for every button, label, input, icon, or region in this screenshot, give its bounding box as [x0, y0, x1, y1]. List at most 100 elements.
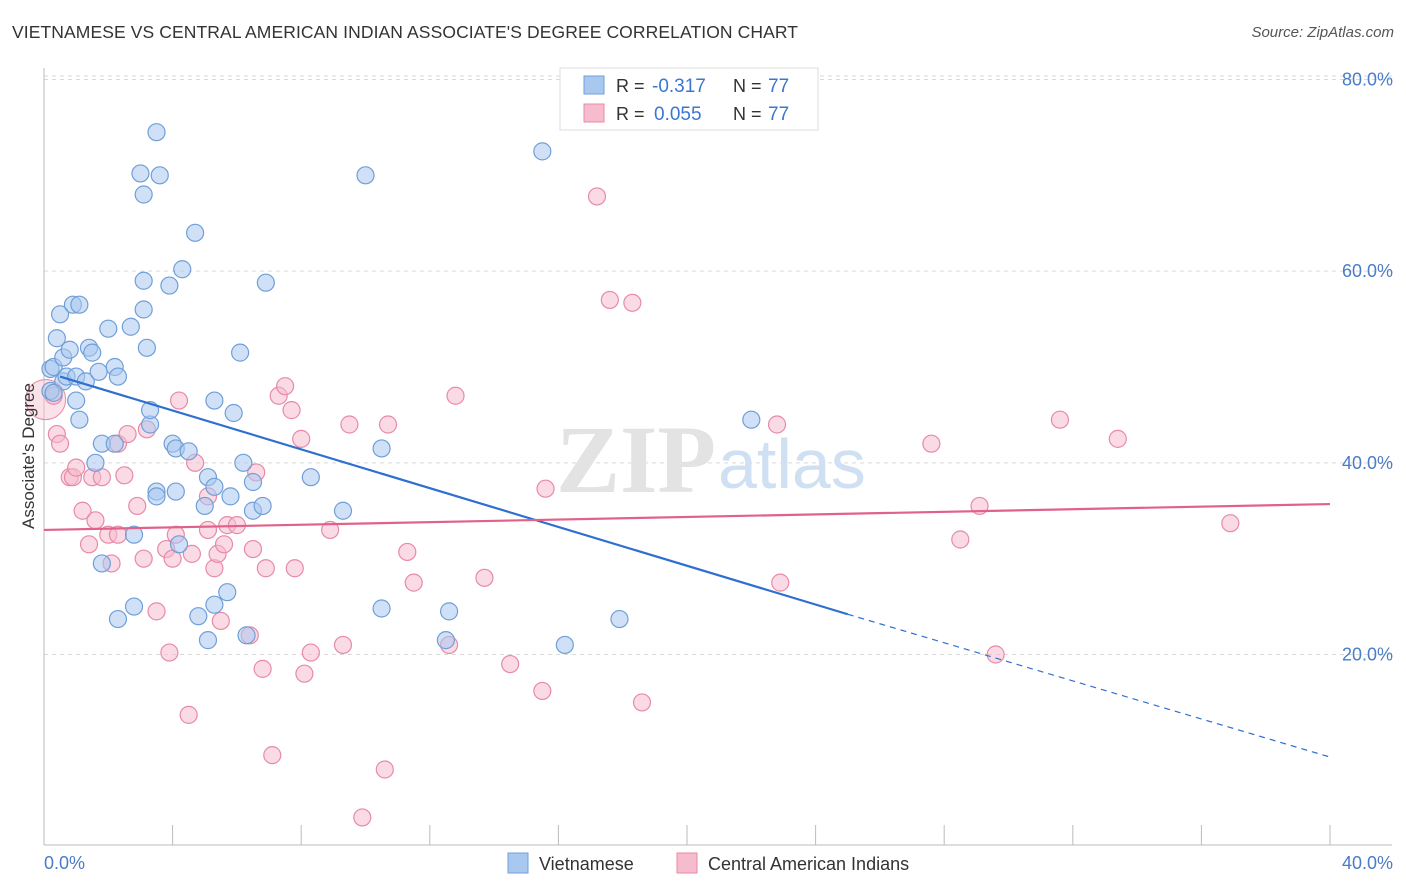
vietnamese-point-18 — [89, 362, 108, 381]
vietnamese-point-29 — [134, 271, 153, 290]
vietnamese-point-16 — [83, 343, 102, 362]
cai-point-45 — [282, 401, 301, 420]
cai-point-27 — [182, 544, 201, 563]
cai-point-62 — [533, 681, 552, 701]
vietnamese-point-43 — [169, 535, 189, 554]
vietnamese-point-61 — [243, 472, 263, 492]
chart-title: VIETNAMESE VS CENTRAL AMERICAN INDIAN AS… — [12, 22, 799, 42]
vietnamese-point-32 — [137, 338, 156, 357]
y-tick-label-20: 20.0% — [1342, 645, 1393, 665]
vietnamese-point-56 — [224, 403, 243, 423]
vietnamese-point-67 — [372, 439, 391, 458]
legend-label-cai: Central American Indians — [708, 854, 909, 874]
cai-point-9 — [86, 511, 105, 530]
stats-r-label-cai: R = — [616, 104, 645, 124]
vietnamese-point-31 — [134, 300, 153, 319]
cai-point-75 — [1108, 429, 1127, 448]
vietnamese-point-28 — [124, 597, 144, 616]
stats-r-value-vietnamese: -0.317 — [652, 76, 706, 97]
vietnamese-point-66 — [356, 166, 375, 185]
vietnamese-point-68 — [372, 599, 391, 618]
cai-point-48 — [295, 664, 314, 683]
cai-point-7 — [79, 535, 99, 554]
vietnamese-point-48 — [195, 496, 214, 516]
cai-point-38 — [243, 539, 263, 559]
y-tick-label-80: 80.0% — [1342, 70, 1393, 90]
legend-swatch-vietnamese — [507, 852, 529, 874]
stats-swatch-cai — [583, 103, 605, 123]
cai-point-42 — [263, 746, 282, 765]
vietnamese-point-73 — [610, 609, 629, 629]
y-tick-labels: 20.0% 40.0% 60.0% 80.0% — [1342, 70, 1393, 665]
vietnamese-point-63 — [256, 273, 275, 292]
vietnamese-point-4 — [50, 305, 70, 324]
vietnamese-point-8 — [60, 340, 79, 359]
cai-point-51 — [333, 635, 353, 655]
cai-point-63 — [536, 479, 555, 498]
cai-point-60 — [475, 568, 494, 587]
cai-point-5 — [67, 458, 86, 477]
cai-point-17 — [128, 496, 147, 516]
cai-point-30 — [198, 520, 218, 540]
vietnamese-point-12 — [70, 410, 89, 429]
vietnamese-point-62 — [253, 496, 272, 516]
vietnamese-point-30 — [134, 185, 153, 204]
cai-point-73 — [986, 645, 1005, 664]
cai-point-18 — [134, 549, 153, 568]
cai-point-70 — [922, 434, 941, 453]
series-vietnamese — [41, 123, 761, 655]
vietnamese-point-52 — [205, 595, 224, 614]
vietnamese-point-44 — [173, 260, 192, 279]
vietnamese-point-69 — [436, 631, 455, 650]
vietnamese-point-58 — [234, 453, 253, 472]
cai-point-67 — [632, 693, 652, 712]
cai-point-49 — [301, 643, 320, 662]
cai-point-61 — [501, 654, 520, 674]
cai-point-64 — [587, 187, 607, 206]
vietnamese-point-53 — [205, 391, 224, 410]
cai-point-16 — [118, 424, 137, 444]
vietnamese-point-75 — [131, 164, 150, 183]
vietnamese-point-39 — [160, 276, 179, 295]
cai-point-71 — [951, 530, 970, 549]
gridlines — [44, 75, 1392, 655]
legend-label-vietnamese: Vietnamese — [539, 854, 634, 874]
x-axis-ticks — [172, 825, 1331, 845]
vietnamese-point-70 — [439, 602, 459, 621]
cai-point-20 — [147, 602, 166, 621]
vietnamese-point-25 — [108, 609, 128, 629]
cai-point-66 — [623, 293, 642, 312]
vietnamese-point-47 — [189, 607, 208, 626]
vietnamese-point-55 — [221, 487, 240, 506]
trend-line-cai — [43, 502, 1331, 532]
watermark-zip: ZIP — [556, 406, 716, 513]
vietnamese-point-11 — [67, 391, 86, 410]
cai-point-55 — [378, 415, 398, 434]
watermark-atlas: atlas — [718, 425, 866, 503]
vietnamese-point-45 — [179, 442, 198, 461]
cai-point-57 — [404, 573, 423, 592]
stats-r-value-cai: 0.055 — [654, 104, 702, 125]
vietnamese-point-36 — [147, 487, 166, 506]
cai-point-53 — [353, 808, 372, 827]
vietnamese-point-21 — [99, 319, 118, 338]
vietnamese-point-26 — [121, 317, 140, 336]
cai-point-2 — [50, 434, 70, 453]
cai-point-76 — [1221, 514, 1240, 533]
stats-n-value-vietnamese: 77 — [768, 76, 789, 97]
cai-point-59 — [446, 386, 465, 405]
stats-n-value-cai: 77 — [768, 104, 789, 125]
vietnamese-point-76 — [44, 383, 63, 402]
vietnamese-point-72 — [555, 635, 574, 655]
cai-point-65 — [600, 290, 619, 310]
vietnamese-point-54 — [218, 583, 237, 602]
x-tick-label-min: 0.0% — [44, 853, 85, 873]
stats-swatch-vietnamese — [583, 75, 605, 95]
vietnamese-point-46 — [186, 223, 205, 242]
vietnamese-point-57 — [231, 343, 250, 362]
legend-swatch-cai — [676, 852, 698, 874]
vietnamese-point-17 — [86, 453, 105, 472]
cai-point-52 — [340, 415, 359, 434]
stats-r-label-vietnamese: R = — [616, 76, 645, 96]
vietnamese-point-71 — [533, 142, 552, 161]
